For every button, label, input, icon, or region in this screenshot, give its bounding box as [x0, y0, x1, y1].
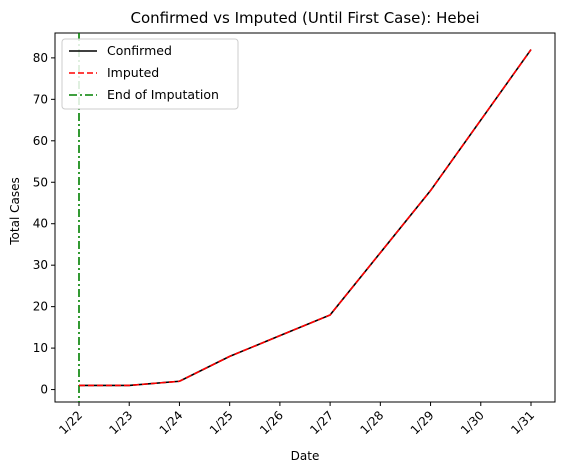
y-tick-label: 0: [40, 383, 48, 397]
plot-area: 0 10 20 30 40 50 60 70 80 1/22 1/23 1/24 1/25 1/26 1/2…: [33, 32, 556, 437]
y-axis-label: Total Cases: [8, 177, 22, 245]
x-tick-label: 1/27: [307, 408, 336, 437]
plot-frame: [54, 32, 556, 403]
x-axis-label: Date: [291, 449, 320, 463]
x-tick-label: 1/22: [56, 408, 85, 437]
chart-title: Confirmed vs Imputed (Until First Case):…: [130, 9, 479, 27]
y-tick-label: 50: [33, 175, 48, 189]
y-tick-label: 10: [33, 341, 48, 355]
x-tick-label: 1/26: [257, 408, 286, 437]
y-tick-label: 40: [33, 217, 48, 231]
legend-label: Imputed: [107, 65, 159, 80]
y-tick-label: 70: [33, 92, 48, 106]
legend-box: [61, 38, 239, 110]
legend-label: Confirmed: [107, 43, 172, 58]
y-tick-label: 20: [33, 300, 48, 314]
legend-label: End of Imputation: [107, 87, 219, 102]
x-tick-label: 1/23: [106, 408, 135, 437]
y-tick-label: 60: [33, 134, 48, 148]
y-tick-label: 30: [33, 258, 48, 272]
x-tick-label: 1/28: [357, 408, 386, 437]
x-tick-label: 1/29: [408, 408, 437, 437]
series-line-imputed: [79, 49, 532, 387]
y-tick-label: 80: [33, 51, 48, 65]
x-tick-label: 1/24: [157, 408, 186, 437]
x-tick-label: 1/25: [207, 408, 236, 437]
x-tick-label: 1/30: [458, 408, 487, 437]
legend: Confirmed Imputed End of Imputation: [61, 38, 239, 110]
x-tick-label: 1/31: [508, 408, 537, 437]
